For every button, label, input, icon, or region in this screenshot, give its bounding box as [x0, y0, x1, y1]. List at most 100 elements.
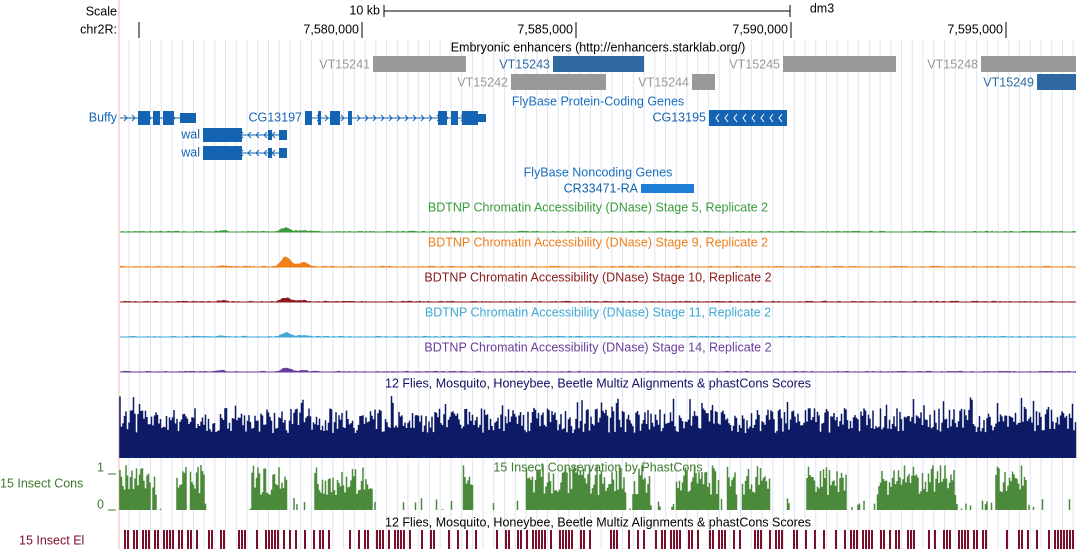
exon: [153, 111, 160, 125]
position-label: 7,590,000: [732, 22, 788, 36]
gene-label: wal: [180, 127, 200, 141]
enhancer: [511, 74, 606, 90]
enhancer-label: VT15242: [457, 75, 508, 89]
strand-arrow: [255, 149, 260, 157]
elements: [124, 530, 1074, 549]
track-title: 12 Flies, Mosquito, Honeybee, Beetle Mul…: [385, 515, 811, 529]
track-title: Embryonic enhancers (http://enhancers.st…: [451, 40, 746, 54]
strand-arrow: [324, 114, 329, 122]
exon: [438, 111, 447, 125]
enhancer: [1037, 74, 1076, 90]
strand-arrow: [715, 113, 720, 123]
enhancer-label: VT15243: [499, 57, 550, 71]
signal: [120, 256, 1076, 267]
exon: [709, 110, 787, 126]
strand-arrow: [428, 114, 433, 122]
strand-arrow: [255, 131, 260, 139]
track-title: FlyBase Protein-Coding Genes: [512, 94, 684, 108]
chrom-label: chr2R:: [80, 22, 117, 36]
enhancer: [981, 56, 1076, 72]
track-title: FlyBase Noncoding Genes: [524, 165, 673, 179]
position-label: 7,595,000: [947, 22, 1003, 36]
track-title: BDTNP Chromatin Accessibility (DNase) St…: [425, 305, 771, 319]
strand-arrow: [388, 114, 393, 122]
enhancer: [783, 56, 896, 72]
track-title: BDTNP Chromatin Accessibility (DNase) St…: [424, 270, 771, 284]
phastcons: [119, 465, 1071, 510]
strand-arrow: [733, 113, 738, 123]
signal: [120, 227, 1076, 232]
strand-arrow: [123, 114, 128, 122]
strand-arrow: [760, 113, 765, 123]
strand-arrow: [340, 114, 345, 122]
strand-arrow: [372, 114, 377, 122]
axis-min: 0: [97, 497, 104, 511]
exon: [138, 111, 150, 125]
enhancer-label: VT15248: [927, 57, 978, 71]
scale-bar-label: 10 kb: [349, 3, 380, 17]
exon: [462, 111, 478, 125]
signal: [120, 297, 1076, 302]
gene-label: Buffy: [89, 110, 118, 124]
strand-arrow: [778, 113, 783, 123]
strand-arrow: [380, 114, 385, 122]
exon: [163, 111, 174, 125]
strand-arrow: [742, 113, 747, 123]
conservation: [119, 396, 1077, 458]
gene-label: wal: [180, 145, 200, 159]
signal: [120, 332, 1076, 337]
exon: [279, 130, 287, 140]
enhancer: [692, 74, 715, 90]
scale-bar: [383, 5, 791, 17]
exon: [279, 148, 287, 158]
exon: [180, 113, 196, 123]
exon: [451, 111, 458, 125]
strand-arrow: [247, 131, 252, 139]
enhancer-label: VT15249: [983, 75, 1034, 89]
track-title: 15 Insect Conservation by PhastCons: [493, 460, 702, 474]
track-title: BDTNP Chromatin Accessibility (DNase) St…: [424, 340, 771, 354]
exon: [348, 111, 352, 125]
strand-arrow: [404, 114, 409, 122]
exon: [318, 111, 321, 125]
gene-label: CR33471-RA: [564, 181, 639, 195]
exon: [330, 111, 340, 125]
gene-label: CG13197: [248, 110, 302, 124]
enhancer-label: VT15245: [729, 57, 780, 71]
strand-arrow: [131, 114, 136, 122]
strand-arrow: [263, 149, 268, 157]
noncoding-gene: [641, 184, 694, 193]
strand-arrow: [247, 149, 252, 157]
exon: [478, 114, 486, 122]
strand-arrow: [751, 113, 756, 123]
assembly: dm3: [810, 1, 834, 15]
exon: [203, 128, 242, 142]
gene-label: CG13195: [652, 110, 706, 124]
enhancer: [553, 56, 644, 72]
enhancer: [373, 56, 466, 72]
signal: [120, 367, 1076, 372]
position-label: 7,580,000: [303, 22, 359, 36]
exon: [203, 146, 242, 160]
track-title: 12 Flies, Mosquito, Honeybee, Beetle Mul…: [385, 376, 811, 390]
strand-arrow: [356, 114, 361, 122]
exon: [268, 130, 272, 140]
exon: [268, 148, 272, 158]
strand-arrow: [263, 131, 268, 139]
side-label: 15 Insect El: [19, 533, 84, 547]
track-title: BDTNP Chromatin Accessibility (DNase) St…: [428, 200, 768, 214]
position-label: 7,585,000: [517, 22, 573, 36]
strand-arrow: [396, 114, 401, 122]
strand-arrow: [364, 114, 369, 122]
exon: [305, 111, 312, 125]
strand-arrow: [412, 114, 417, 122]
strand-arrow: [420, 114, 425, 122]
side-label: 15 Insect Cons: [0, 476, 83, 490]
enhancer-label: VT15244: [638, 75, 689, 89]
strand-arrow: [769, 113, 774, 123]
axis-max: 1: [97, 460, 104, 474]
scale-label: Scale: [86, 4, 117, 18]
enhancer-label: VT15241: [319, 57, 370, 71]
track-title: BDTNP Chromatin Accessibility (DNase) St…: [428, 235, 768, 249]
